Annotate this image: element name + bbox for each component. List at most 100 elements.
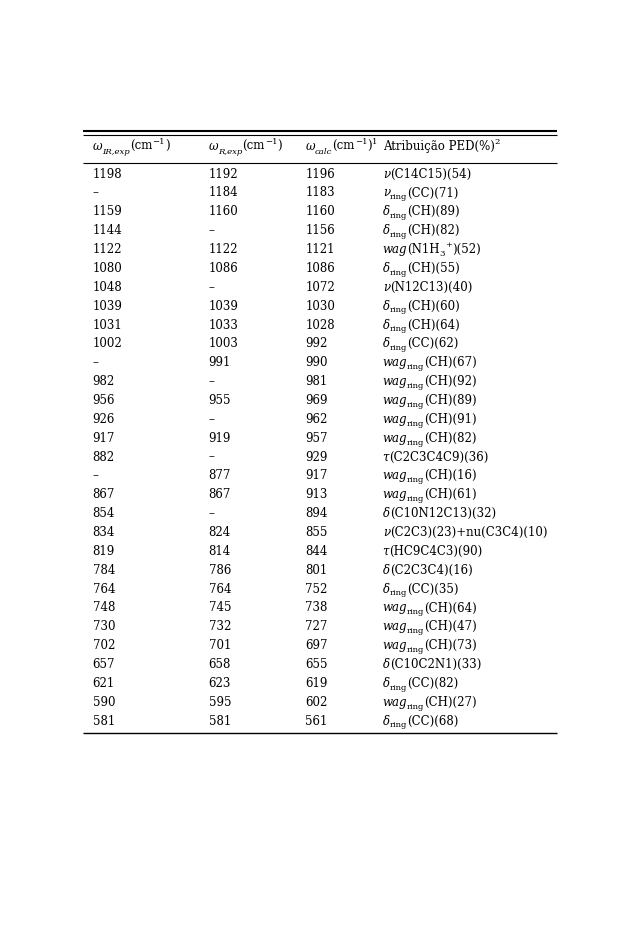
Text: 867: 867 bbox=[92, 488, 115, 501]
Text: 917: 917 bbox=[305, 469, 328, 482]
Text: 1: 1 bbox=[372, 137, 377, 146]
Text: δ: δ bbox=[383, 658, 390, 671]
Text: 3: 3 bbox=[440, 250, 445, 258]
Text: 917: 917 bbox=[92, 432, 115, 445]
Text: δ: δ bbox=[383, 299, 390, 312]
Text: 2: 2 bbox=[495, 137, 500, 146]
Text: –: – bbox=[92, 469, 99, 482]
Text: 919: 919 bbox=[208, 432, 231, 445]
Text: 786: 786 bbox=[208, 564, 231, 577]
Text: −1: −1 bbox=[265, 137, 278, 146]
Text: ring: ring bbox=[390, 589, 407, 597]
Text: (cm: (cm bbox=[243, 140, 265, 153]
Text: 732: 732 bbox=[208, 620, 231, 633]
Text: 1184: 1184 bbox=[208, 186, 238, 199]
Text: ring: ring bbox=[407, 420, 424, 427]
Text: 824: 824 bbox=[208, 526, 231, 539]
Text: −1: −1 bbox=[354, 137, 367, 146]
Text: ring: ring bbox=[407, 401, 424, 409]
Text: (CH)(92): (CH)(92) bbox=[424, 375, 477, 388]
Text: 981: 981 bbox=[305, 375, 328, 388]
Text: τ: τ bbox=[383, 545, 389, 558]
Text: δ: δ bbox=[383, 319, 390, 332]
Text: ring: ring bbox=[407, 496, 424, 503]
Text: 854: 854 bbox=[92, 507, 115, 520]
Text: ring: ring bbox=[390, 231, 407, 239]
Text: –: – bbox=[92, 356, 99, 369]
Text: ring: ring bbox=[390, 344, 407, 352]
Text: 894: 894 bbox=[305, 507, 328, 520]
Text: wag: wag bbox=[383, 620, 407, 633]
Text: 877: 877 bbox=[208, 469, 231, 482]
Text: −1: −1 bbox=[152, 137, 165, 146]
Text: 992: 992 bbox=[305, 338, 328, 351]
Text: 784: 784 bbox=[92, 564, 115, 577]
Text: R,exp: R,exp bbox=[218, 148, 243, 156]
Text: δ: δ bbox=[383, 564, 390, 577]
Text: (CC)(62): (CC)(62) bbox=[407, 338, 459, 351]
Text: δ: δ bbox=[383, 338, 390, 351]
Text: (CH)(60): (CH)(60) bbox=[407, 299, 460, 312]
Text: 621: 621 bbox=[92, 677, 115, 690]
Text: (CH)(64): (CH)(64) bbox=[424, 601, 477, 614]
Text: (CH)(47): (CH)(47) bbox=[424, 620, 477, 633]
Text: 701: 701 bbox=[208, 640, 231, 653]
Text: (CH)(82): (CH)(82) bbox=[424, 432, 477, 445]
Text: wag: wag bbox=[383, 413, 407, 425]
Text: δ: δ bbox=[383, 507, 390, 520]
Text: (CC)(35): (CC)(35) bbox=[407, 583, 459, 596]
Text: 957: 957 bbox=[305, 432, 328, 445]
Text: 748: 748 bbox=[92, 601, 115, 614]
Text: 581: 581 bbox=[208, 714, 231, 727]
Text: 623: 623 bbox=[208, 677, 231, 690]
Text: ): ) bbox=[278, 140, 282, 153]
Text: 801: 801 bbox=[305, 564, 328, 577]
Text: (CH)(91): (CH)(91) bbox=[424, 413, 477, 425]
Text: ring: ring bbox=[390, 722, 407, 729]
Text: 595: 595 bbox=[208, 696, 231, 709]
Text: ring: ring bbox=[390, 194, 407, 201]
Text: 764: 764 bbox=[92, 583, 115, 596]
Text: ν: ν bbox=[383, 186, 390, 199]
Text: 738: 738 bbox=[305, 601, 328, 614]
Text: 913: 913 bbox=[305, 488, 328, 501]
Text: (cm: (cm bbox=[333, 140, 354, 153]
Text: ring: ring bbox=[407, 363, 424, 371]
Text: –: – bbox=[208, 413, 215, 425]
Text: (C14C15)(54): (C14C15)(54) bbox=[390, 167, 471, 180]
Text: (CH)(82): (CH)(82) bbox=[407, 224, 460, 237]
Text: 1031: 1031 bbox=[92, 319, 122, 332]
Text: 882: 882 bbox=[92, 451, 115, 464]
Text: –: – bbox=[208, 375, 215, 388]
Text: ring: ring bbox=[390, 683, 407, 692]
Text: 1086: 1086 bbox=[208, 262, 238, 275]
Text: (CH)(61): (CH)(61) bbox=[424, 488, 477, 501]
Text: 657: 657 bbox=[92, 658, 115, 671]
Text: wag: wag bbox=[383, 601, 407, 614]
Text: 1039: 1039 bbox=[92, 299, 122, 312]
Text: 1183: 1183 bbox=[305, 186, 335, 199]
Text: 1159: 1159 bbox=[92, 206, 122, 219]
Text: wag: wag bbox=[383, 469, 407, 482]
Text: 844: 844 bbox=[305, 545, 328, 558]
Text: –: – bbox=[208, 280, 215, 294]
Text: δ: δ bbox=[383, 583, 390, 596]
Text: 1003: 1003 bbox=[208, 338, 238, 351]
Text: (C2C3C4)(16): (C2C3C4)(16) bbox=[390, 564, 472, 577]
Text: 561: 561 bbox=[305, 714, 328, 727]
Text: 834: 834 bbox=[92, 526, 115, 539]
Text: ): ) bbox=[165, 140, 169, 153]
Text: ring: ring bbox=[390, 268, 407, 277]
Text: 619: 619 bbox=[305, 677, 328, 690]
Text: ω: ω bbox=[305, 140, 315, 153]
Text: (C2C3C4C9)(36): (C2C3C4C9)(36) bbox=[389, 451, 489, 464]
Text: 1039: 1039 bbox=[208, 299, 238, 312]
Text: 1033: 1033 bbox=[208, 319, 238, 332]
Text: 982: 982 bbox=[92, 375, 115, 388]
Text: 819: 819 bbox=[92, 545, 115, 558]
Text: 602: 602 bbox=[305, 696, 328, 709]
Text: ring: ring bbox=[407, 646, 424, 654]
Text: wag: wag bbox=[383, 375, 407, 388]
Text: ν: ν bbox=[383, 167, 390, 180]
Text: wag: wag bbox=[383, 243, 407, 256]
